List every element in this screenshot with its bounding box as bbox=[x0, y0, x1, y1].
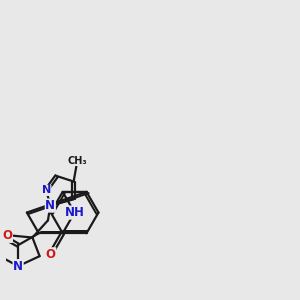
Text: N: N bbox=[45, 199, 55, 212]
Text: O: O bbox=[2, 230, 12, 242]
Text: O: O bbox=[46, 248, 56, 261]
Text: CH₃: CH₃ bbox=[68, 155, 87, 166]
Text: NH: NH bbox=[65, 206, 85, 219]
Text: O: O bbox=[2, 229, 12, 242]
Text: N: N bbox=[13, 260, 23, 273]
Text: N: N bbox=[42, 185, 51, 195]
